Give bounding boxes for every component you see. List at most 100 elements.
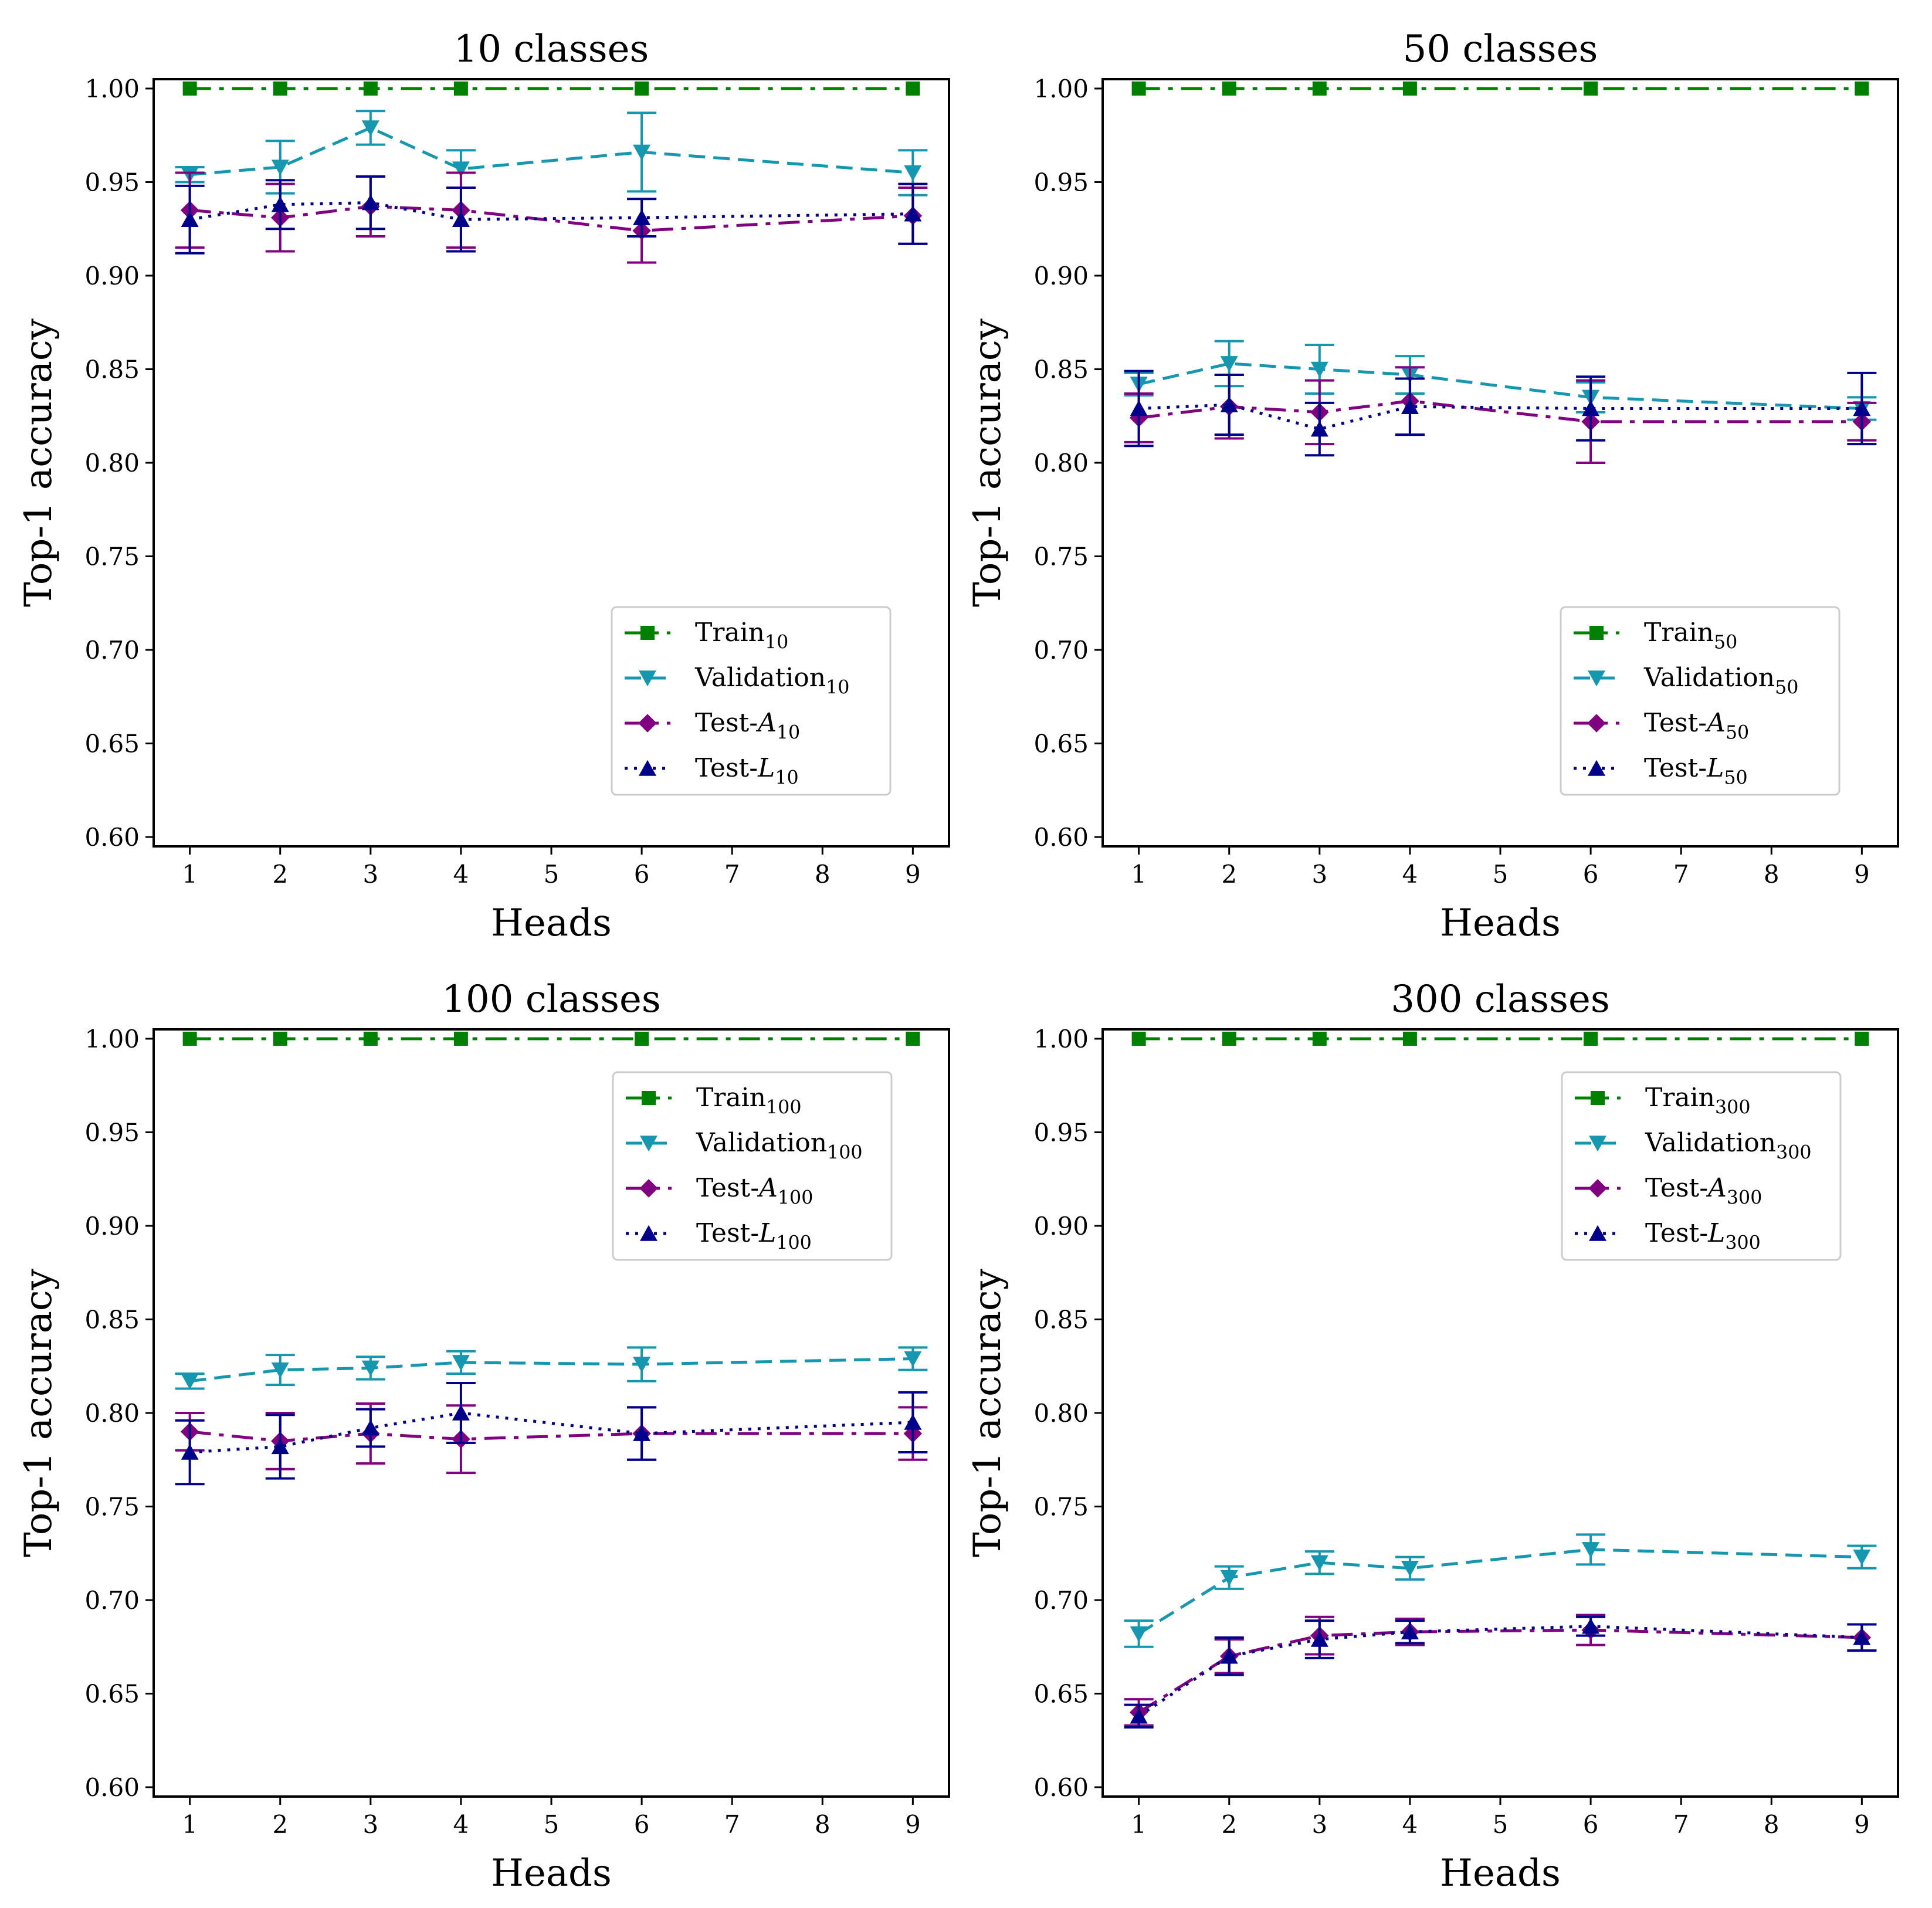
legend-label: Validation50 — [1643, 663, 1798, 698]
legend-label: Train300 — [1645, 1083, 1750, 1118]
data-point — [1401, 398, 1419, 415]
data-point — [181, 211, 199, 228]
data-point — [1401, 1561, 1419, 1577]
data-point — [271, 1362, 289, 1378]
legend-item-train: Train100 — [626, 1083, 801, 1118]
legend-label: Validation100 — [696, 1128, 863, 1163]
data-point — [363, 1031, 378, 1046]
data-point — [904, 1351, 922, 1367]
data-point — [363, 81, 378, 96]
legend-item-train: Train50 — [1574, 618, 1737, 653]
x-tick-label: 9 — [905, 860, 921, 889]
legend-label-name: Validation — [1645, 1128, 1776, 1158]
x-tick-label: 5 — [544, 1810, 560, 1839]
plot-area — [1124, 81, 1877, 464]
data-point — [181, 1374, 199, 1390]
legend-label-name: Validation — [694, 663, 826, 693]
x-tick-label: 1 — [182, 860, 198, 889]
y-tick-label: 0.90 — [1033, 1212, 1089, 1241]
plot-area — [1124, 1031, 1877, 1729]
legend-label: Train50 — [1644, 618, 1737, 653]
data-point — [1853, 1549, 1871, 1565]
legend-label: Test-L10 — [695, 753, 799, 788]
legend-label: Test-L300 — [1645, 1218, 1761, 1253]
data-point — [1584, 81, 1598, 96]
series-line — [189, 201, 913, 221]
x-axis-label: Heads — [1440, 1852, 1561, 1895]
legend-item-testL: Test-L10 — [625, 753, 799, 788]
chart-title: 10 classes — [454, 28, 649, 71]
x-tick-label: 2 — [272, 860, 288, 889]
y-tick-label: 0.75 — [1033, 1493, 1089, 1521]
legend-marker — [640, 1136, 657, 1152]
x-tick-label: 3 — [362, 1810, 378, 1839]
y-tick-label: 0.75 — [84, 543, 140, 571]
legend-label: Test-L50 — [1644, 753, 1748, 788]
x-tick-label: 7 — [1673, 860, 1689, 889]
series-line — [189, 126, 913, 177]
x-tick-label: 7 — [724, 1810, 740, 1839]
series-line — [189, 1411, 913, 1454]
legend-label-prefix: Test- — [695, 708, 758, 738]
legend-label-subscript: 300 — [1727, 1187, 1762, 1208]
x-tick-label: 2 — [1221, 1810, 1237, 1839]
plot-area — [175, 1031, 928, 1486]
legend-marker — [639, 1179, 658, 1198]
x-tick-label: 3 — [362, 860, 378, 889]
data-point — [1855, 81, 1869, 96]
data-point — [633, 1425, 651, 1441]
y-tick-label: 0.75 — [1033, 543, 1089, 571]
legend-marker — [1587, 714, 1606, 733]
x-tick-label: 1 — [1131, 1810, 1147, 1839]
data-point — [1853, 400, 1871, 416]
data-point — [1310, 1631, 1328, 1647]
data-point — [271, 160, 289, 176]
series-line — [1138, 399, 1862, 423]
legend-label-subscript: 100 — [766, 1097, 801, 1118]
legend-label-letter: L — [1707, 1218, 1725, 1248]
plot-frame — [1101, 78, 1899, 848]
legend-label: Test-A50 — [1644, 708, 1749, 743]
data-point — [1220, 1570, 1238, 1586]
data-point — [1310, 421, 1328, 437]
series-validation — [1124, 1533, 1877, 1648]
y-axis-label: Top-1 accuracy — [17, 318, 60, 607]
data-point — [1131, 81, 1146, 96]
data-point — [181, 1443, 199, 1460]
data-point — [904, 165, 922, 181]
legend-label-letter: A — [1706, 1173, 1727, 1203]
data-point — [361, 120, 379, 137]
y-tick-label: 0.65 — [84, 1680, 140, 1709]
data-point — [1584, 1031, 1598, 1046]
y-tick-label: 0.80 — [84, 1399, 140, 1428]
data-point — [1312, 1031, 1327, 1046]
y-tick-label: 0.85 — [84, 1305, 140, 1334]
legend-label-subscript: 10 — [777, 722, 800, 743]
y-tick-label: 0.65 — [1033, 730, 1089, 758]
series-testA — [1124, 1614, 1877, 1727]
series-line — [1138, 1628, 1862, 1714]
data-point — [452, 1404, 470, 1421]
legend-item-train: Train300 — [1575, 1083, 1750, 1118]
x-tick-label: 6 — [1583, 860, 1599, 889]
legend-label-subscript: 300 — [1776, 1142, 1811, 1163]
x-tick-label: 8 — [815, 1810, 831, 1839]
chart-panel-4: 300 classes 0.60 0.65 0.70 0.75 0.80 0.85 0.90 0… — [966, 978, 1899, 1895]
data-point — [1402, 81, 1417, 96]
legend-label-prefix: Test- — [696, 1218, 759, 1248]
series-testL — [175, 1381, 928, 1486]
legend-label: Train100 — [696, 1083, 801, 1118]
x-tick-label: 6 — [634, 860, 650, 889]
x-tick-label: 4 — [453, 1810, 469, 1839]
legend-item-testA: Test-A50 — [1574, 708, 1749, 743]
legend-item-validation: Validation300 — [1575, 1128, 1812, 1163]
x-tick-label: 8 — [815, 860, 831, 889]
data-point — [1220, 356, 1238, 372]
legend-marker — [1589, 1136, 1606, 1152]
x-tick-label: 2 — [1221, 860, 1237, 889]
plot-frame — [1101, 1028, 1899, 1798]
data-point — [1220, 1648, 1238, 1664]
y-tick-label: 0.80 — [1033, 449, 1089, 477]
legend-label-subscript: 100 — [778, 1187, 813, 1208]
